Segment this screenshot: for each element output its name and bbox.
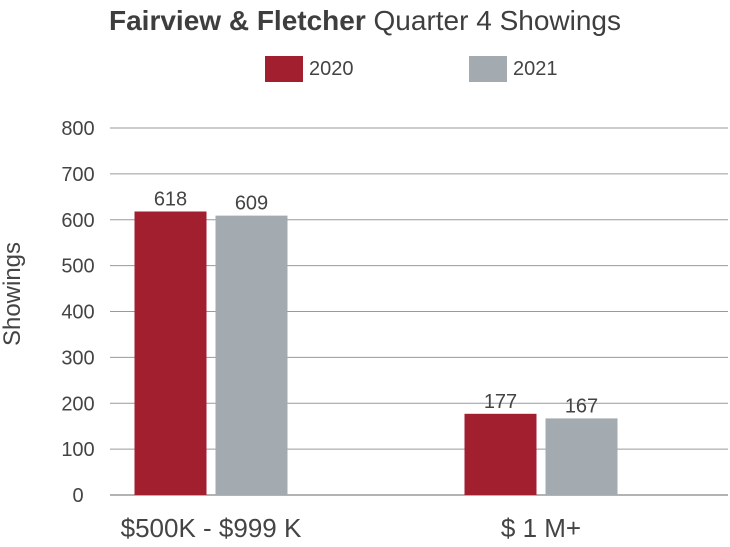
bar-2021-1 — [545, 418, 618, 495]
x-tick-label: $ 1 M+ — [501, 513, 581, 543]
y-tick-label: 500 — [61, 256, 94, 278]
legend-item-2021: 2021 — [469, 56, 558, 82]
chart-title-bold: Fairview & Fletcher — [108, 5, 366, 36]
data-label: 177 — [484, 391, 517, 413]
data-label: 167 — [565, 395, 598, 417]
data-labels: 618 609 177 167 — [154, 188, 598, 417]
bar-2021-0 — [215, 215, 288, 495]
data-label: 618 — [154, 188, 187, 210]
legend-swatch-2021 — [469, 56, 507, 82]
legend-item-2020: 2020 — [265, 56, 354, 82]
y-axis-label: Showings — [0, 242, 26, 346]
bar-2020-0 — [134, 211, 207, 495]
y-tick-label: 100 — [61, 439, 94, 461]
legend-label-2020: 2020 — [309, 58, 354, 80]
y-axis-ticks: 0 100 200 300 400 500 600 700 800 — [61, 118, 94, 507]
y-tick-label: 700 — [61, 164, 94, 186]
y-tick-label: 400 — [61, 302, 94, 324]
y-tick-label: 200 — [61, 393, 94, 415]
legend-swatch-2020 — [265, 56, 303, 82]
gridlines — [110, 127, 728, 496]
chart-legend: 2020 2021 — [0, 56, 730, 84]
chart-title-regular: Quarter 4 Showings — [365, 5, 621, 36]
chart-title: Fairview & Fletcher Quarter 4 Showings — [0, 4, 730, 38]
bar-2020-1 — [464, 413, 537, 495]
y-tick-label: 600 — [61, 210, 94, 232]
legend-label-2021: 2021 — [513, 58, 558, 80]
data-label: 609 — [235, 193, 268, 215]
y-tick-label: 0 — [72, 485, 83, 507]
y-tick-label: 800 — [61, 118, 94, 140]
bars — [134, 211, 618, 495]
x-tick-label: $500K - $999 K — [121, 513, 302, 543]
y-tick-label: 300 — [61, 347, 94, 369]
x-axis-ticks: $500K - $999 K $ 1 M+ — [121, 513, 581, 543]
